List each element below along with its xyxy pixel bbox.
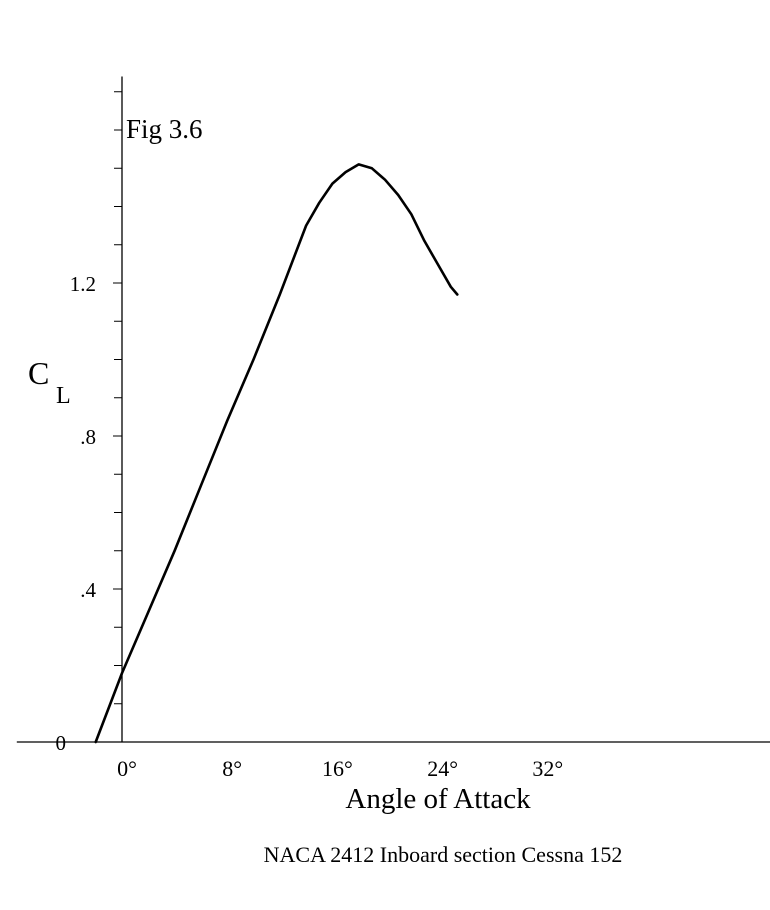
x-tick-label: 8° xyxy=(222,756,242,781)
y-tick-label: 1.2 xyxy=(70,272,96,296)
x-tick-label: 32° xyxy=(532,756,563,781)
axes xyxy=(16,76,770,743)
lift-coefficient-curve xyxy=(94,163,459,744)
y-tick-label: .8 xyxy=(80,425,96,449)
y-axis-label-main: C xyxy=(28,355,49,391)
y-axis-label-subscript: L xyxy=(56,383,71,409)
x-axis-label: Angle of Attack xyxy=(345,783,531,815)
x-tick-label: 16° xyxy=(322,756,353,781)
x-tick-label: 0° xyxy=(117,756,137,781)
y-tick-label: 0 xyxy=(56,731,67,755)
figure-title: Fig 3.6 xyxy=(126,114,203,144)
chart-caption: NACA 2412 Inboard section Cessna 152 xyxy=(264,842,623,867)
y-tick-label: .4 xyxy=(80,578,96,602)
tick-labels: 0 .4 .8 1.2 0° 8° 16° 24° 32° xyxy=(56,272,564,781)
x-tick-label: 24° xyxy=(427,756,458,781)
tick-marks xyxy=(66,91,122,743)
